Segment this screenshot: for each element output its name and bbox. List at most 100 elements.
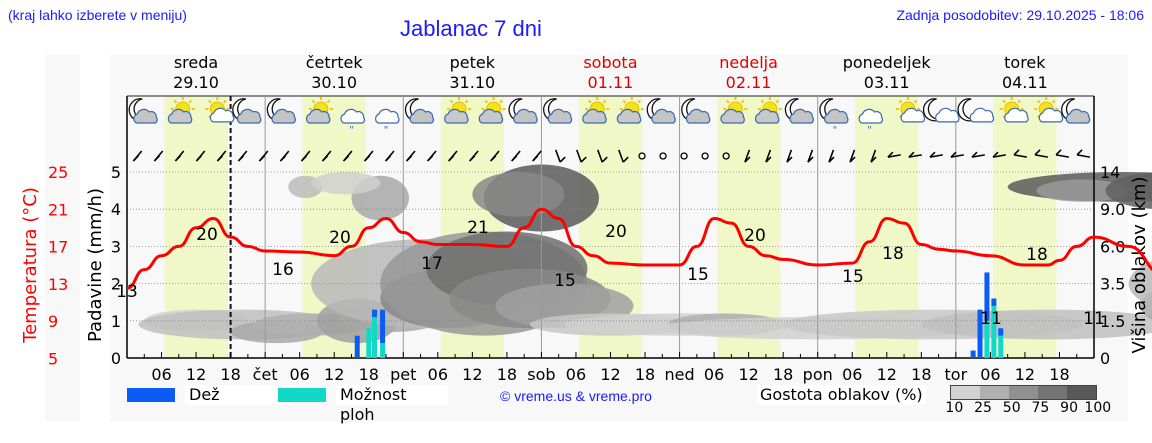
temperature-tick: 21 [48, 200, 68, 219]
cloud-height-tick: 1.5 [1100, 312, 1125, 331]
svg-text:12: 12 [738, 365, 758, 384]
day-name: nedelja [719, 53, 778, 72]
temperature-tick: 9 [48, 312, 58, 331]
svg-text:sob: sob [527, 365, 555, 384]
cloud-drizzle-icon: " [858, 108, 884, 136]
day-header-3: sobota 01.11 [541, 53, 679, 93]
svg-text:": " [384, 125, 389, 136]
svg-text:18: 18 [220, 365, 240, 384]
moon-cloud-icon [646, 98, 676, 124]
day-name: torek [1004, 53, 1046, 72]
cloud-density-swatch [980, 386, 1009, 399]
showers-swatch [278, 388, 326, 402]
day-header-4: nedelja 02.11 [680, 53, 818, 93]
day-date: 02.11 [725, 73, 772, 92]
svg-text:06: 06 [704, 365, 724, 384]
moon-small-cloud-icon [922, 98, 960, 123]
svg-text:12: 12 [600, 365, 620, 384]
temperature-tick: 13 [48, 275, 68, 294]
cloud-drizzle-icon: " [340, 108, 366, 136]
copyright-link[interactable]: © vreme.us & vreme.pro [500, 388, 652, 404]
cloud-height-axis-title: Višina oblakov (km) [1129, 176, 1150, 353]
svg-text:06: 06 [151, 365, 171, 384]
precip-axis-title: Padavine (mm/h) [85, 188, 106, 342]
moon-cloud-icon [128, 98, 158, 124]
svg-text:06: 06 [289, 365, 309, 384]
moon-cloud-icon [232, 98, 262, 124]
temperature-annotation: 15 [687, 265, 709, 285]
moon-cloud-drizzle-icon: " [819, 98, 849, 136]
svg-text:18: 18 [1049, 365, 1069, 384]
location-menu-hint: (kraj lahko izberete v meniju) [8, 7, 187, 23]
sun-cloud-icon [616, 97, 644, 124]
sun-cloud-icon [478, 97, 506, 124]
precip-tick: 1 [111, 312, 121, 331]
temperature-annotation: 17 [421, 254, 443, 274]
cloud-drizzle-icon: " [375, 108, 400, 136]
cloud-density-tick: 90 [1060, 400, 1078, 416]
svg-text:12: 12 [324, 365, 344, 384]
sun-small-cloud-icon [205, 97, 235, 123]
temperature-axis-title: Temperatura (°C) [20, 187, 41, 344]
moon-cloud-icon [508, 98, 538, 124]
svg-text:": " [349, 125, 354, 136]
sun-cloud-icon [167, 97, 195, 124]
svg-text:06: 06 [566, 365, 586, 384]
rain-label: Dež [185, 385, 293, 405]
svg-text:12: 12 [462, 365, 482, 384]
cloud-height-tick: 14 [1100, 163, 1120, 182]
temperature-annotation: 18 [1026, 245, 1048, 265]
temperature-annotation: 20 [605, 222, 627, 242]
cloud-density-swatch [1038, 386, 1067, 399]
svg-text:06: 06 [980, 365, 1000, 384]
cloud-density-ticks: 10 25 50 75 90 100 [940, 400, 1112, 416]
svg-text:06: 06 [842, 365, 862, 384]
cloud-height-tick: 6.0 [1100, 237, 1125, 256]
day-header-0: sreda 29.10 [127, 53, 265, 93]
legend-showers: Možnost ploh [278, 385, 448, 424]
day-header-6: torek 04.11 [956, 53, 1094, 93]
precip-tick: 4 [111, 200, 121, 219]
temperature-tick: 17 [48, 238, 68, 257]
svg-text:18: 18 [497, 365, 517, 384]
svg-text:ned: ned [665, 365, 695, 384]
wind-barbs [132, 149, 1091, 163]
moon-cloud-icon [784, 98, 814, 124]
cloud-density-swatch [1067, 386, 1096, 399]
moon-cloud-icon [681, 98, 711, 124]
temperature-annotation: 20 [196, 225, 218, 245]
temperature-annotation: 21 [467, 218, 489, 238]
svg-text:18: 18 [359, 365, 379, 384]
day-date: 29.10 [173, 73, 219, 92]
sun-small-cloud-icon [1034, 97, 1064, 123]
svg-text:čet: čet [253, 365, 278, 384]
day-name: ponedeljek [842, 53, 931, 72]
day-name: petek [449, 53, 495, 72]
day-name: četrtek [305, 53, 363, 72]
precip-tick: 3 [111, 237, 121, 256]
cloud-density-tick: 10 [945, 400, 964, 416]
moon-small-cloud-icon [957, 98, 995, 123]
temperature-annotation: 13 [116, 282, 138, 302]
cloud-density-swatch [951, 386, 980, 399]
cloud-height-tick: 3.5 [1100, 275, 1125, 294]
legend-rain: Dež [127, 385, 293, 405]
day-date: 31.10 [449, 73, 496, 92]
precip-tick: 2 [111, 275, 121, 294]
temperature-annotation: 11 [1083, 309, 1105, 329]
svg-text:": " [867, 125, 872, 136]
day-header-5: ponedeljek 03.11 [818, 53, 956, 93]
day-date: 04.11 [1001, 73, 1048, 92]
svg-text:18: 18 [635, 365, 655, 384]
day-name: sobota [583, 53, 638, 72]
day-header-1: četrtek 30.10 [265, 53, 403, 93]
cloud-height-tick: 9.0 [1100, 200, 1125, 219]
cloud-density-scale [950, 385, 1097, 400]
precip-bars [354, 272, 1004, 358]
svg-text:tor: tor [945, 365, 968, 384]
temperature-tick: 5 [48, 350, 58, 369]
sun-cloud-icon [582, 97, 610, 124]
cloud-density-tick: 100 [1084, 400, 1112, 416]
cloud-height-tick: 0 [1100, 349, 1110, 368]
